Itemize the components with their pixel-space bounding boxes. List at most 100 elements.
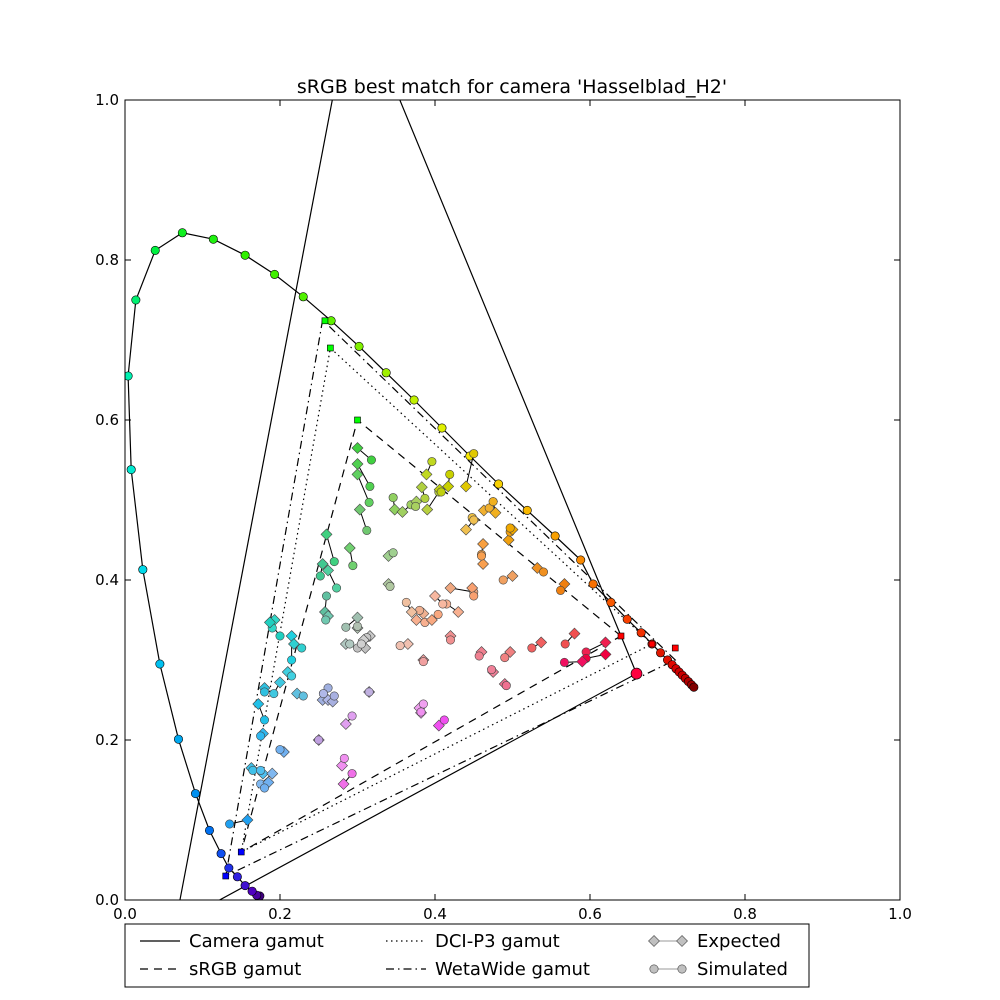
locus-point	[150, 245, 160, 255]
expected-marker	[460, 523, 472, 536]
expected-marker	[477, 558, 489, 570]
simulated-marker	[269, 689, 279, 699]
locus-point	[240, 881, 250, 891]
expected-marker	[506, 570, 519, 582]
expected-marker	[320, 528, 333, 541]
simulated-marker	[345, 639, 355, 649]
locus-point	[240, 250, 250, 260]
simulated-marker	[498, 575, 508, 585]
simulated-marker	[500, 653, 510, 663]
expected-marker	[410, 614, 423, 626]
locus-point	[155, 659, 165, 669]
simulated-marker	[259, 687, 269, 697]
simulated-marker	[436, 487, 446, 497]
simulated-marker	[474, 651, 484, 661]
gamut-primary-marker	[321, 317, 329, 325]
y-tick-label: 0.4	[95, 571, 119, 589]
legend-circle-swatch	[649, 964, 659, 974]
chart-title: sRGB best match for camera 'Hasselblad_H…	[297, 76, 727, 98]
expected-marker	[576, 655, 589, 668]
expected-marker	[351, 442, 364, 454]
locus-point	[689, 682, 699, 692]
locus-point	[636, 628, 646, 638]
locus-point	[270, 269, 280, 279]
simulated-marker	[287, 655, 297, 665]
gamut-primary-marker	[237, 848, 245, 856]
legend-label: sRGB gamut	[189, 959, 301, 980]
locus-point	[606, 597, 616, 607]
locus-point	[138, 565, 148, 575]
srgb-gamut	[240, 418, 623, 854]
expected-marker	[241, 814, 254, 826]
simulated-marker	[505, 523, 515, 533]
simulated-marker	[256, 731, 266, 741]
expected-marker	[442, 480, 455, 493]
simulated-marker	[287, 671, 297, 681]
x-tick-label: 0.0	[113, 905, 137, 923]
locus-point	[125, 371, 133, 381]
simulated-marker	[411, 501, 421, 511]
pair-connector	[357, 474, 370, 503]
simulated-marker	[488, 497, 498, 507]
legend-label: Expected	[697, 931, 781, 952]
simulated-marker	[329, 557, 339, 567]
legend-diamond-swatch	[648, 935, 660, 947]
locus-point	[232, 872, 242, 882]
simulated-marker	[275, 745, 285, 755]
simulated-marker	[225, 819, 235, 829]
gamut-primary-marker	[648, 640, 656, 648]
simulated-marker	[401, 597, 411, 607]
y-tick-label: 0.0	[95, 891, 119, 909]
x-tick-label: 1.0	[888, 905, 912, 923]
locus-point	[437, 423, 447, 433]
expected-marker	[421, 503, 434, 516]
expected-marker	[415, 481, 428, 494]
simulated-marker	[385, 581, 395, 591]
simulated-marker	[297, 643, 307, 653]
y-tick-label: 0.2	[95, 731, 119, 749]
y-tick-label: 0.6	[95, 411, 119, 429]
expected-marker	[337, 778, 350, 790]
legend-item: Expected	[648, 931, 781, 952]
expected-marker	[452, 606, 465, 618]
y-tick-label: 0.8	[95, 251, 119, 269]
expected-marker	[502, 534, 515, 546]
x-tick-label: 0.2	[268, 905, 292, 923]
locus-point	[622, 614, 632, 624]
simulated-marker	[433, 609, 443, 619]
simulated-marker	[366, 455, 376, 465]
pair-connector	[465, 453, 475, 487]
gamut-primary-marker	[354, 416, 361, 424]
simulated-marker	[416, 707, 426, 717]
locus-point	[298, 292, 308, 302]
locus-point	[494, 479, 504, 489]
simulated-marker	[388, 548, 398, 558]
legend-item: sRGB gamut	[140, 959, 301, 980]
locus-point	[208, 234, 218, 244]
simulated-marker	[476, 551, 486, 561]
expected-marker	[351, 458, 364, 470]
expected-marker	[353, 503, 366, 516]
simulated-marker	[329, 691, 339, 701]
expected-marker	[252, 698, 265, 710]
expected-marker	[396, 506, 409, 518]
legend: Camera gamut sRGB gamut DCI-P3 gamut WetaWi…	[124, 923, 810, 988]
expected-marker	[288, 638, 300, 650]
expected-marker	[599, 648, 612, 661]
plot-area	[125, 100, 699, 900]
locus-point	[177, 228, 187, 238]
expected-marker	[444, 582, 457, 594]
simulated-marker	[414, 605, 424, 615]
legend-label: WetaWide gamut	[435, 959, 590, 980]
simulated-marker	[418, 657, 428, 667]
gamut-primaries-layer	[222, 317, 679, 880]
locus-point	[131, 295, 141, 305]
gamut-primary-marker	[671, 644, 679, 652]
expected-marker	[322, 564, 334, 577]
legend-diamond-swatch	[676, 935, 688, 947]
locus-point	[656, 648, 666, 658]
expected-marker	[401, 638, 414, 650]
gamut-layer	[179, 100, 677, 900]
x-tick-label: 0.8	[733, 905, 757, 923]
expected-marker	[599, 636, 612, 649]
